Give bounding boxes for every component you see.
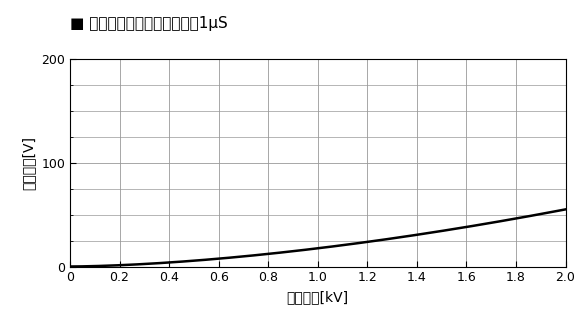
Text: ■ パルス減衰特性　パルス幍1μS: ■ パルス減衰特性 パルス幍1μS	[70, 16, 228, 31]
X-axis label: 入力電圧[kV]: 入力電圧[kV]	[287, 290, 349, 304]
Y-axis label: 出力電圧[V]: 出力電圧[V]	[22, 136, 36, 189]
